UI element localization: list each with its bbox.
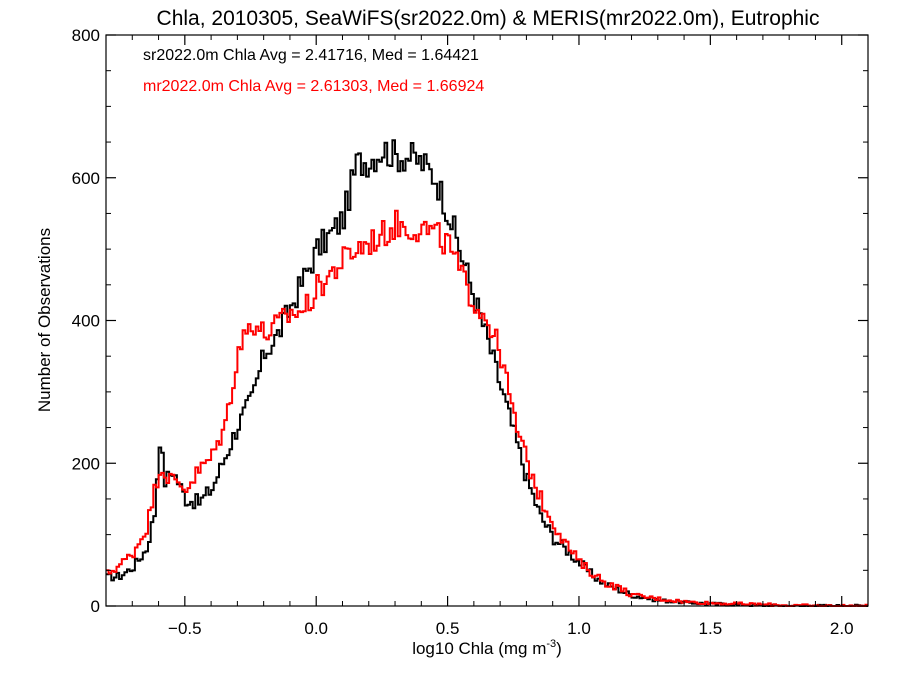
y-axis-label: Number of Observations	[35, 228, 54, 412]
series-layer	[106, 139, 868, 607]
x-tick-label: 0.5	[436, 619, 460, 638]
stats-annotation-black: sr2022.0m Chla Avg = 2.41716, Med = 1.64…	[143, 47, 479, 64]
y-tick-label: 400	[72, 312, 100, 331]
stats-annotation-red: mr2022.0m Chla Avg = 2.61303, Med = 1.66…	[143, 78, 484, 95]
histogram-series-black	[106, 139, 868, 607]
y-axis-ticks: 0 200 400 600 800	[72, 26, 868, 616]
x-axis-label: log10 Chla (mg m-3)	[412, 638, 562, 658]
x-tick-label: 2.0	[830, 619, 854, 638]
y-tick-label: 0	[91, 597, 100, 616]
y-tick-label: 800	[72, 26, 100, 45]
y-tick-label: 600	[72, 169, 100, 188]
x-tick-label: 1.5	[699, 619, 723, 638]
x-tick-label: 1.0	[567, 619, 591, 638]
x-axis-ticks: −0.5 0.0 0.5 1.0 1.5 2.0	[105, 35, 869, 638]
x-tick-label: 0.0	[304, 619, 328, 638]
y-tick-label: 200	[72, 454, 100, 473]
chart-title: Chla, 2010305, SeaWiFS(sr2022.0m) & MERI…	[157, 7, 820, 30]
histogram-series-red	[106, 209, 868, 607]
x-tick-label: −0.5	[168, 619, 202, 638]
